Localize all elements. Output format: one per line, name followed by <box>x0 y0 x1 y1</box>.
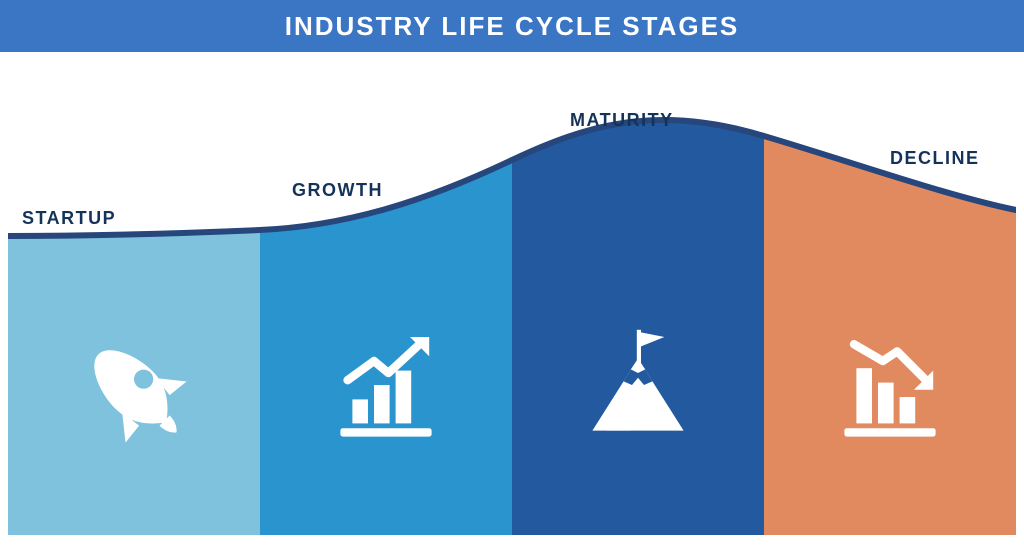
stage-label: GROWTH <box>292 180 383 201</box>
rocket-icon <box>74 330 194 450</box>
stage-label: MATURITY <box>570 110 674 131</box>
page-title: INDUSTRY LIFE CYCLE STAGES <box>285 11 740 42</box>
decline-chart-icon <box>830 325 950 445</box>
lifecycle-svg <box>8 100 1016 535</box>
growth-chart-icon <box>326 325 446 445</box>
mountain-flag-icon <box>578 325 698 445</box>
stage-label: STARTUP <box>22 208 116 229</box>
stage-label: DECLINE <box>890 148 980 169</box>
header-bar: INDUSTRY LIFE CYCLE STAGES <box>0 0 1024 52</box>
lifecycle-chart: STARTUP GROWTH MATURITY <box>8 100 1016 535</box>
